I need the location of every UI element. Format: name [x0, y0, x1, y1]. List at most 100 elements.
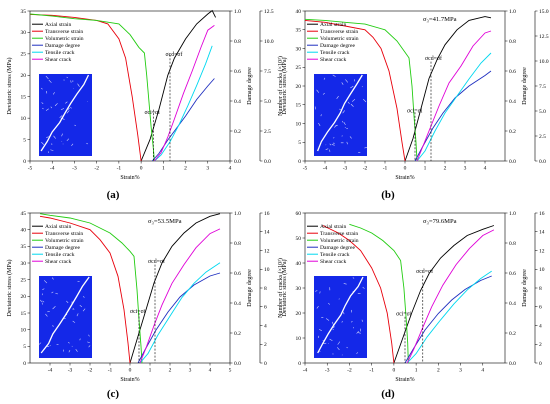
series-line [139, 262, 221, 364]
series-line [416, 30, 492, 162]
y-tick-label: 20 [296, 311, 302, 317]
threshold-annotation: σci=σi [396, 312, 412, 318]
x-tick-label: -1 [117, 166, 122, 172]
damage-tick-label: 0.2 [509, 129, 516, 135]
micro-crack [346, 141, 348, 145]
micro-crack [65, 101, 68, 104]
micro-crack [74, 124, 77, 127]
x-tick-label: -1 [383, 166, 388, 172]
micro-crack [41, 87, 43, 90]
damage-tick-label: 0.2 [509, 331, 516, 337]
specimen-crack-image [38, 276, 92, 358]
cracks-tick-label: 0.0 [264, 159, 271, 165]
chart-panel: -4 -3 -2 -1 0 1 2 3 401020304050600.00.20.40.60.… [281, 211, 545, 400]
micro-crack [342, 110, 345, 114]
micro-crack [350, 85, 354, 89]
y-axis-title: Deviatoric stress (MPa) [6, 58, 13, 115]
micro-crack [77, 83, 80, 87]
y-tick-label: 5 [23, 344, 26, 350]
micro-crack [40, 299, 42, 303]
legend-label: Volumetric strain [45, 36, 84, 42]
micro-crack [82, 308, 86, 312]
micro-crack [322, 92, 325, 95]
y-tick-label: 20 [21, 294, 27, 300]
chart-panel: -5 -4 -3 -2 -1 0 1 2 3 4 0 5 10 15 20 25 30 35 0.0 0.2 0.4 0.… [6, 9, 284, 201]
micro-crack [336, 124, 338, 127]
x-tick-label: 2 [184, 166, 187, 172]
damage-tick-label: 0.6 [234, 271, 241, 277]
micro-crack [41, 141, 45, 145]
shear-band [317, 276, 364, 354]
legend-label: Damage degree [320, 43, 355, 49]
micro-crack [349, 136, 352, 139]
x-tick-label: 4 [209, 368, 212, 374]
y-tick-label: 10 [296, 121, 302, 127]
legend-label: Shear crack [45, 57, 71, 63]
micro-crack [362, 98, 367, 103]
y-tick-label: 10 [21, 116, 27, 122]
micro-crack [332, 137, 335, 139]
chart-panel: -4 -3 -2 -1 0 1 2 3 4 50510152025303540450.00.20.… [6, 211, 284, 400]
micro-crack [50, 149, 54, 151]
micro-crack [336, 95, 339, 99]
y-tick-label: 0 [23, 159, 26, 165]
micro-crack [47, 310, 50, 313]
micro-crack [342, 311, 345, 315]
micro-crack [69, 107, 72, 109]
micro-crack [323, 77, 326, 80]
x-axis-title: Strain% [395, 377, 414, 383]
cracks-tick-label: 0 [264, 361, 267, 367]
cracks-tick-label: 4 [539, 323, 542, 329]
y-tick-label: 5 [23, 137, 26, 143]
cracks-tick-label: 10 [539, 267, 545, 273]
y-tick-label: 0 [298, 361, 301, 367]
micro-crack [319, 291, 321, 294]
plot-frame [29, 10, 231, 162]
y-tick-label: 45 [21, 211, 27, 217]
x-tick-label: 3 [464, 166, 467, 172]
series-line [322, 225, 395, 364]
x-tick-label: -2 [363, 166, 368, 172]
damage-tick-label: 0.0 [234, 361, 241, 367]
micro-crack [72, 320, 76, 323]
micro-crack [329, 143, 332, 146]
y-tick-label: 40 [296, 261, 302, 267]
x-axis-title: Strain% [120, 175, 139, 181]
micro-crack [51, 277, 54, 280]
micro-crack [356, 352, 359, 354]
legend-label: Axial strain [320, 22, 346, 28]
x-tick-label: 1 [162, 166, 165, 172]
y-tick-label: 25 [21, 277, 27, 283]
x-tick-label: 0 [393, 368, 396, 374]
y-tick-label: 25 [21, 52, 27, 58]
cracks-tick-label: 12.5 [264, 9, 274, 15]
micro-crack [51, 291, 54, 294]
micro-crack [343, 121, 346, 126]
x-tick-label: -2 [347, 368, 352, 374]
legend-label: Shear crack [320, 57, 346, 63]
legend-label: Tensile crack [45, 50, 75, 56]
cracks-tick-label: 2.5 [264, 129, 271, 135]
damage-tick-label: 0.0 [509, 361, 516, 367]
cracks-tick-label: 6 [539, 305, 542, 311]
micro-crack [325, 148, 329, 150]
x-tick-label: 0 [140, 166, 143, 172]
x-tick-label: -3 [325, 368, 330, 374]
micro-crack [364, 146, 368, 149]
x-tick-label: 4 [484, 166, 487, 172]
cracks-tick-label: 10 [264, 267, 270, 273]
y-tick-label: 35 [296, 28, 302, 34]
micro-crack [87, 341, 90, 344]
micro-crack [88, 334, 90, 337]
micro-crack [341, 82, 344, 85]
micro-crack [331, 321, 334, 325]
x-tick-label: -5 [303, 166, 308, 172]
micro-crack [362, 286, 365, 289]
series-line [154, 45, 213, 162]
x-tick-label: 2 [444, 166, 447, 172]
y-tick-label: 15 [21, 95, 27, 101]
micro-crack [332, 326, 335, 329]
x-tick-label: 1 [149, 368, 152, 374]
